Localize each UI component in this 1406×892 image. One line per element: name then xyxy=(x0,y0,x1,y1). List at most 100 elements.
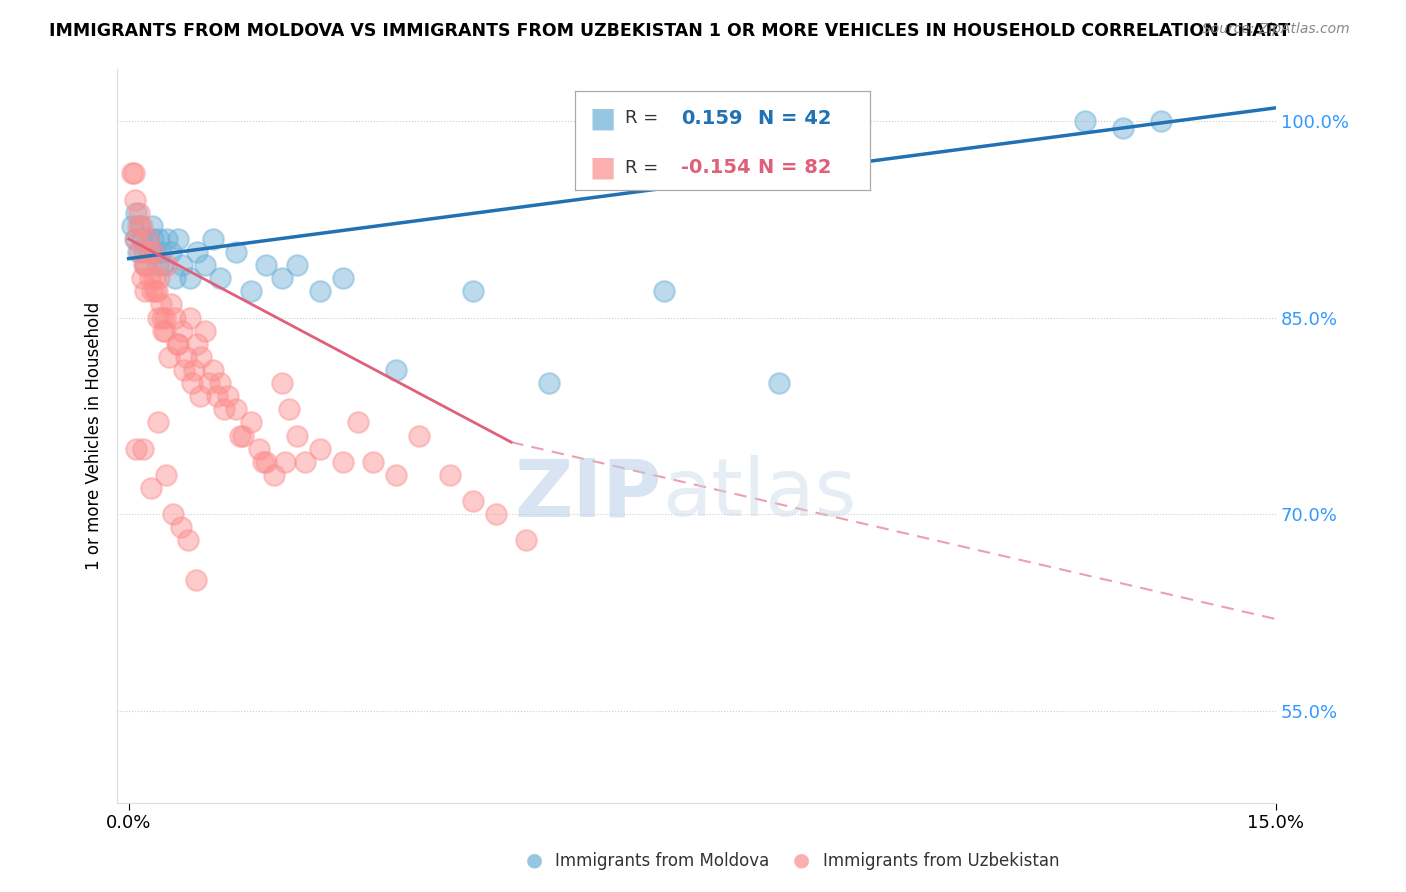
Point xyxy=(254,258,277,272)
Point xyxy=(1150,114,1173,128)
Point xyxy=(179,310,201,325)
Point xyxy=(157,350,180,364)
Point xyxy=(125,232,148,246)
Point xyxy=(129,219,152,233)
Point xyxy=(155,310,177,325)
Point xyxy=(139,245,162,260)
Point xyxy=(285,258,308,272)
Point xyxy=(142,271,165,285)
Point xyxy=(127,245,149,260)
Point xyxy=(128,205,150,219)
Text: ●: ● xyxy=(526,851,543,870)
Point xyxy=(385,363,408,377)
Point xyxy=(278,402,301,417)
Point xyxy=(228,428,250,442)
Point xyxy=(121,166,143,180)
Point xyxy=(134,285,156,299)
Point xyxy=(240,416,263,430)
Point xyxy=(179,271,201,285)
Point xyxy=(153,324,176,338)
Point xyxy=(186,336,208,351)
Point xyxy=(252,455,274,469)
Point xyxy=(146,285,169,299)
Point xyxy=(232,428,254,442)
Point xyxy=(768,376,790,391)
Text: ●: ● xyxy=(793,851,810,870)
Text: atlas: atlas xyxy=(662,455,856,533)
Point xyxy=(205,389,228,403)
Point xyxy=(652,285,675,299)
Point xyxy=(186,245,208,260)
Point xyxy=(247,442,270,456)
Point xyxy=(174,350,197,364)
Point xyxy=(122,166,145,180)
Point xyxy=(167,232,190,246)
Point xyxy=(163,310,186,325)
Point xyxy=(209,271,232,285)
Point xyxy=(198,376,221,391)
Point xyxy=(131,219,153,233)
Text: Immigrants from Uzbekistan: Immigrants from Uzbekistan xyxy=(823,852,1059,870)
Point xyxy=(263,467,285,482)
Point xyxy=(136,232,159,246)
Point xyxy=(131,271,153,285)
Point xyxy=(156,232,179,246)
Point xyxy=(183,363,205,377)
Point xyxy=(194,258,217,272)
Point xyxy=(254,455,277,469)
Point xyxy=(1112,120,1135,135)
Point xyxy=(148,416,170,430)
Point xyxy=(136,232,159,246)
Point xyxy=(129,245,152,260)
Point xyxy=(201,232,224,246)
Point xyxy=(159,245,181,260)
Point xyxy=(485,507,508,521)
Point xyxy=(162,507,184,521)
Point xyxy=(309,442,332,456)
Point xyxy=(139,271,162,285)
Point xyxy=(439,467,461,482)
Point xyxy=(146,310,169,325)
Point xyxy=(461,494,484,508)
Point xyxy=(270,376,292,391)
Point xyxy=(184,573,207,587)
Point xyxy=(332,271,354,285)
Point xyxy=(134,258,156,272)
Point xyxy=(209,376,232,391)
Point xyxy=(146,258,169,272)
Point xyxy=(461,285,484,299)
Point xyxy=(170,520,193,534)
Point xyxy=(274,455,297,469)
Point xyxy=(138,245,160,260)
Point xyxy=(201,363,224,377)
Point xyxy=(141,285,163,299)
Point xyxy=(159,297,181,311)
Point xyxy=(214,402,236,417)
Text: Source: ZipAtlas.com: Source: ZipAtlas.com xyxy=(1202,22,1350,37)
Point xyxy=(152,258,174,272)
Point xyxy=(163,271,186,285)
Point xyxy=(148,232,170,246)
Point xyxy=(145,285,167,299)
Point xyxy=(148,271,170,285)
Point xyxy=(385,467,408,482)
Point xyxy=(515,533,537,548)
Point xyxy=(225,402,247,417)
Point xyxy=(177,533,200,548)
Point xyxy=(172,258,194,272)
Point xyxy=(240,285,263,299)
Point xyxy=(188,389,211,403)
Y-axis label: 1 or more Vehicles in Household: 1 or more Vehicles in Household xyxy=(86,301,103,570)
Point xyxy=(121,219,143,233)
Point xyxy=(124,442,146,456)
Point xyxy=(408,428,430,442)
Text: Immigrants from Moldova: Immigrants from Moldova xyxy=(555,852,769,870)
Point xyxy=(167,336,190,351)
Point xyxy=(135,258,157,272)
Point xyxy=(132,258,155,272)
Point xyxy=(132,245,155,260)
Point xyxy=(149,245,172,260)
Point xyxy=(1074,114,1097,128)
Point xyxy=(124,232,146,246)
Text: IMMIGRANTS FROM MOLDOVA VS IMMIGRANTS FROM UZBEKISTAN 1 OR MORE VEHICLES IN HOUS: IMMIGRANTS FROM MOLDOVA VS IMMIGRANTS FR… xyxy=(49,22,1291,40)
